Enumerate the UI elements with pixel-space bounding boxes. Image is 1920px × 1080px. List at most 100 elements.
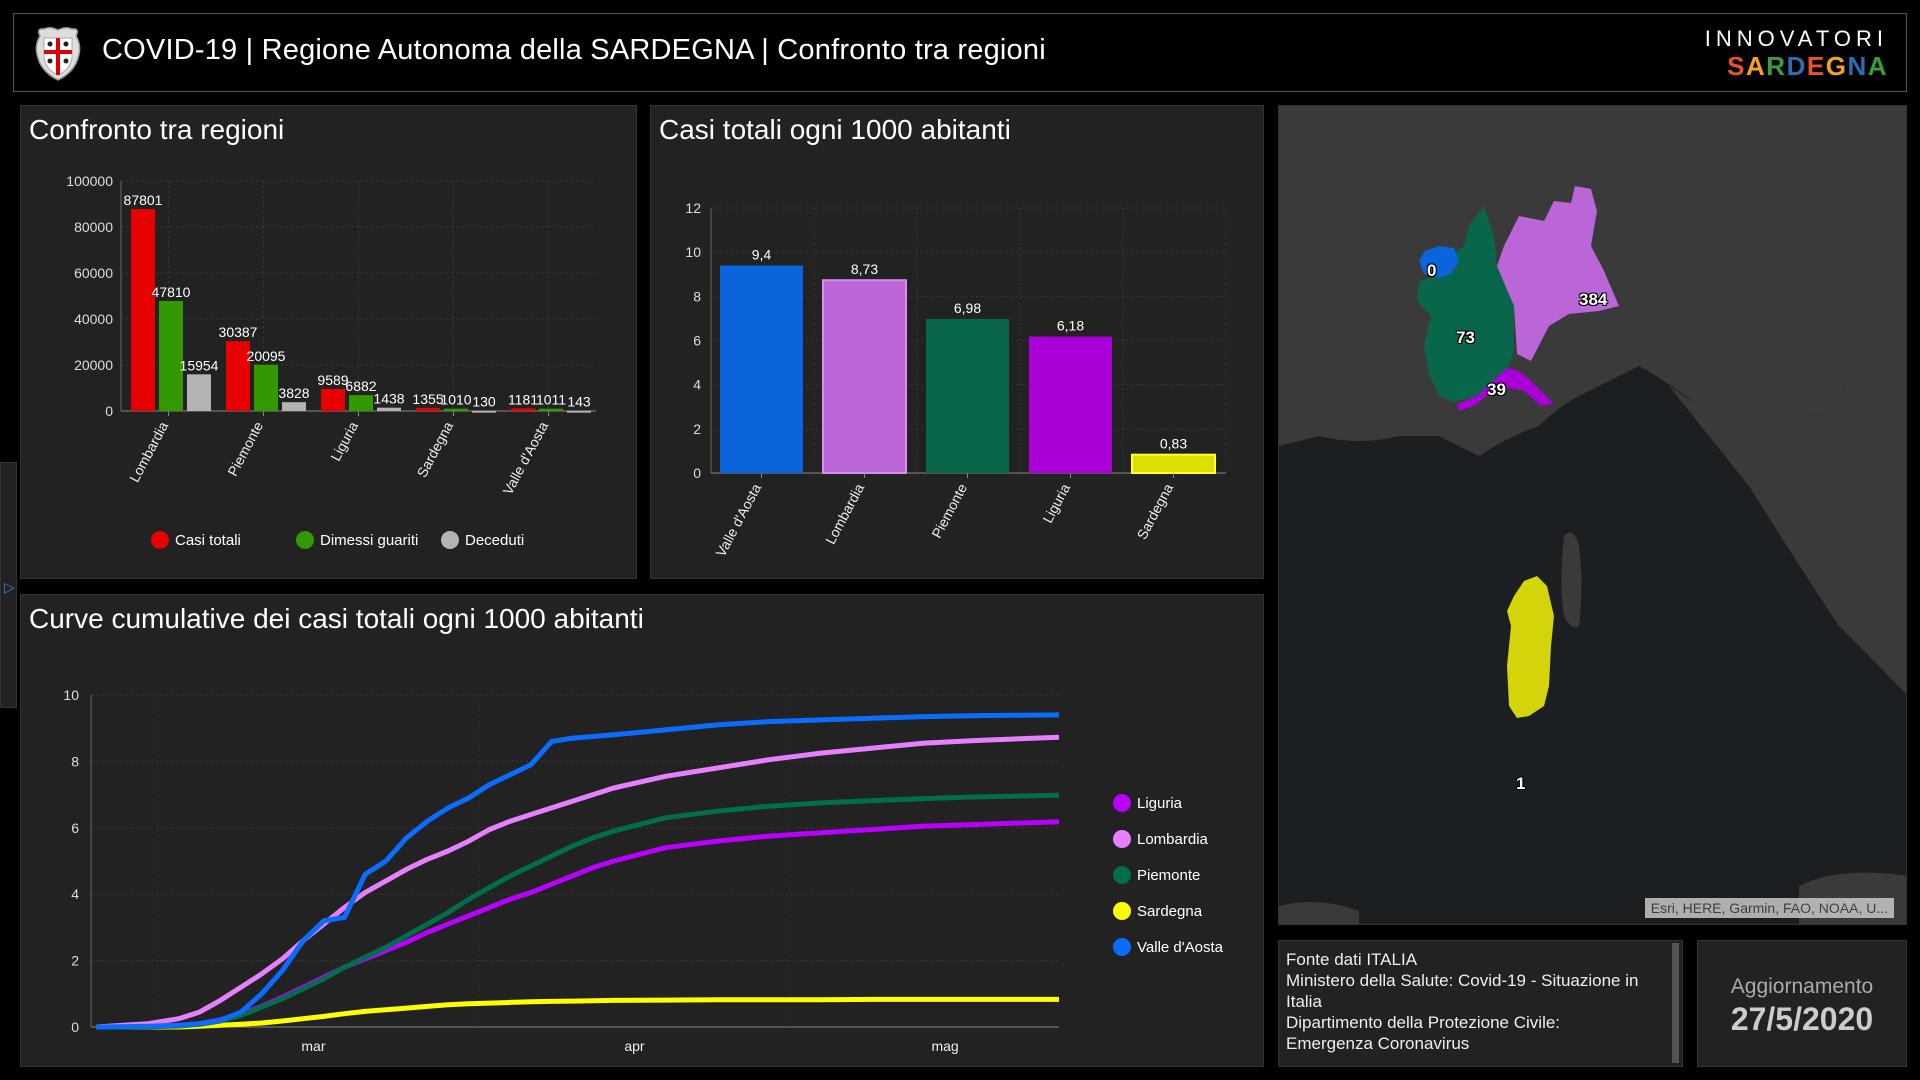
x-tick-label: Sardegna — [414, 419, 457, 480]
bar-value-label: 6,18 — [1057, 318, 1084, 334]
map-view[interactable]: 0 384 73 39 1 Esri, HERE, Garmin, FAO, NOAA,… — [1278, 105, 1907, 925]
update-date: 27/5/2020 — [1730, 1001, 1874, 1037]
bar-value-label: 6882 — [345, 378, 376, 394]
update-label: Aggiornamento — [1730, 975, 1874, 998]
bar-deceduti — [377, 407, 401, 411]
page-title: COVID-19 | Regione Autonoma della SARDEG… — [102, 34, 1046, 66]
panel-title: Casi totali ogni 1000 abitanti — [659, 114, 1011, 145]
bar-valle-d-aosta — [720, 265, 803, 473]
map-label-sardegna: 1 — [1516, 774, 1526, 793]
brand-letter: A — [1746, 51, 1767, 81]
y-tick-label: 20000 — [74, 357, 113, 373]
legend-item[interactable]: Dimessi guariti — [296, 531, 418, 549]
panel-title: Confronto tra regioni — [29, 114, 285, 145]
legend-swatch — [1113, 902, 1131, 920]
scrollbar[interactable] — [1672, 943, 1679, 1063]
source-line: Dipartimento della Protezione Civile: Em… — [1286, 1013, 1561, 1053]
bar-value-label: 143 — [567, 394, 591, 410]
bar-deceduti — [187, 374, 211, 411]
side-panel-toggle[interactable]: ▷ — [0, 462, 17, 708]
map-basemap[interactable] — [1279, 106, 1907, 925]
legend-item[interactable]: Lombardia — [1113, 830, 1208, 848]
legend-label: Deceduti — [465, 531, 525, 549]
brand-letter: D — [1786, 51, 1807, 81]
header: COVID-19 | Regione Autonoma della SARDEG… — [13, 13, 1907, 92]
legend-item[interactable]: Valle d'Aosta — [1113, 938, 1223, 956]
map-region-sardegna[interactable] — [1507, 576, 1554, 718]
legend-label: Casi totali — [175, 531, 241, 549]
update-box: Aggiornamento 27/5/2020 — [1697, 940, 1907, 1067]
cumulative-line-chart: 0 2 4 6 8 10 mar apr mag — [63, 687, 1060, 1054]
bar-sardegna — [1131, 453, 1216, 475]
map-region-lombardia[interactable] — [1497, 186, 1619, 361]
y-tick-label: 4 — [693, 377, 701, 393]
sardinia-crest-icon — [35, 26, 81, 81]
bar-value-label: 15954 — [180, 357, 219, 373]
map-region-piemonte[interactable] — [1417, 206, 1514, 402]
bar-dimessi-guariti — [539, 408, 563, 411]
legend-label: Valle d'Aosta — [1137, 938, 1223, 956]
legend-item[interactable]: Liguria — [1113, 794, 1182, 812]
legend-swatch — [1113, 830, 1131, 848]
bar-liguria — [1029, 336, 1112, 473]
legend-swatch — [1113, 938, 1131, 956]
y-tick-label: 80000 — [74, 219, 113, 235]
map-label-liguria: 39 — [1487, 380, 1506, 399]
bar-deceduti — [567, 410, 591, 413]
map-land-corsica — [1561, 532, 1582, 628]
y-tick-label: 4 — [71, 886, 79, 902]
legend-item[interactable]: Deceduti — [441, 531, 524, 549]
x-tick-label: Piemonte — [928, 481, 970, 541]
x-tick-label: Piemonte — [224, 419, 266, 479]
chevron-right-icon[interactable]: ▷ — [4, 579, 15, 595]
x-tick-label: apr — [624, 1038, 645, 1054]
legend-swatch — [1113, 866, 1131, 884]
y-tick-label: 0 — [693, 465, 701, 481]
bar-value-label: 20095 — [247, 348, 286, 364]
bar-value-label: 9,4 — [752, 246, 772, 262]
legend-label: Liguria — [1137, 794, 1183, 812]
y-tick-label: 40000 — [74, 311, 113, 327]
bar-deceduti — [472, 410, 496, 413]
bar-value-label: 9589 — [317, 372, 348, 388]
bar-casi-totali — [226, 341, 250, 411]
bar-dimessi-guariti — [159, 301, 183, 411]
legend-item[interactable]: Piemonte — [1113, 866, 1200, 884]
bar-value-label: 30387 — [219, 324, 258, 340]
brand-letter: S — [1727, 51, 1747, 81]
y-tick-label: 12 — [685, 200, 701, 216]
x-tick-label: Valle d'Aosta — [499, 419, 551, 498]
innovatori-sardegna-logo: INNOVATORI SARDEGNA — [1705, 26, 1888, 80]
bar-value-label: 1011 — [536, 392, 566, 408]
x-tick-label: Valle d'Aosta — [712, 481, 764, 560]
source-line: Ministero della Salute: Covid-19 - Situa… — [1286, 971, 1639, 1011]
map-label-lombardia: 384 — [1579, 290, 1608, 309]
bar-value-label: 1438 — [373, 391, 404, 407]
bar-lombardia — [822, 279, 907, 474]
legend-item[interactable]: Sardegna — [1113, 902, 1202, 920]
line-lombardia — [95, 734, 1060, 1030]
brand-letter: N — [1847, 51, 1868, 81]
regions-comparison-panel: Confronto tra regioni 0 20000 40000 60000 80… — [20, 105, 637, 579]
brand-letter: A — [1867, 51, 1888, 81]
map-land-peninsula — [1669, 348, 1906, 694]
map-attribution[interactable]: Esri, HERE, Garmin, FAO, NOAA, U... — [1644, 898, 1894, 918]
legend-swatch — [1113, 794, 1131, 812]
map-region-valle-daosta[interactable] — [1419, 246, 1459, 278]
bar-value-label: 1181 — [508, 391, 538, 407]
brand-letter: E — [1806, 51, 1826, 81]
map-region-liguria[interactable] — [1457, 368, 1554, 411]
legend-item[interactable]: Casi totali — [151, 531, 241, 549]
y-tick-label: 10 — [63, 687, 79, 703]
brand-top-text: INNOVATORI — [1704, 26, 1888, 51]
bar-value-label: 6,98 — [954, 300, 981, 316]
y-tick-label: 8 — [71, 753, 79, 769]
data-source-box: Fonte dati ITALIA Ministero della Salute:… — [1278, 940, 1683, 1067]
brand-bottom-text: SARDEGNA — [1705, 52, 1888, 80]
bar-value-label: 3828 — [278, 385, 309, 401]
bar-casi-totali — [131, 209, 155, 411]
brand-letter: R — [1766, 51, 1787, 81]
bar-value-label: 87801 — [124, 192, 163, 208]
y-tick-label: 100000 — [66, 173, 113, 189]
regions-comparison-chart: 0 20000 40000 60000 80000 100000 87801 47810 159… — [66, 173, 596, 498]
